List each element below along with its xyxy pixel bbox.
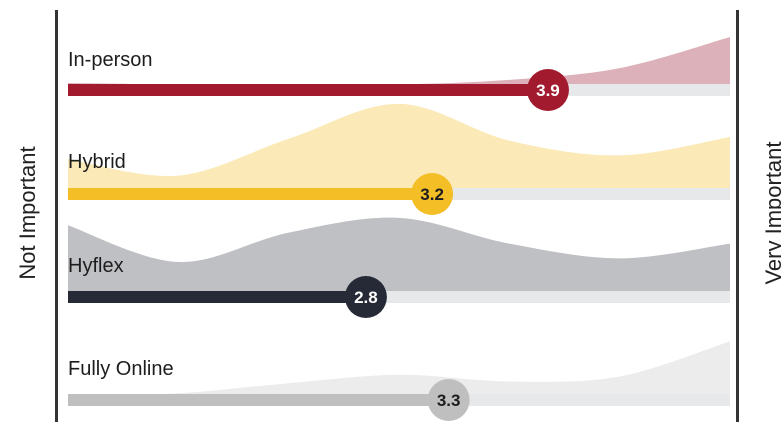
- bar: [68, 291, 366, 303]
- distribution-area: [68, 36, 730, 90]
- category-label: Fully Online: [68, 358, 174, 380]
- row-hyflex: 2.8 Hyflex: [68, 217, 730, 318]
- value-marker: [344, 276, 387, 318]
- left-axis-line: [55, 10, 58, 422]
- bar: [68, 188, 433, 200]
- value-label: 3.9: [536, 81, 560, 100]
- row-hybrid: 3.2 Hybrid: [68, 103, 730, 215]
- distribution-area: [68, 103, 730, 194]
- category-label: Hybrid: [68, 151, 126, 173]
- value-label: 3.2: [420, 185, 444, 204]
- category-label: In-person: [68, 49, 153, 71]
- value-marker: [427, 379, 470, 421]
- value-label: 2.8: [354, 288, 378, 307]
- distribution-area: [68, 217, 730, 297]
- row-in-person: 3.9 In-person: [68, 36, 730, 111]
- row-fully-online: 3.3 Fully Online: [68, 341, 730, 421]
- value-label: 3.3: [437, 391, 461, 410]
- bar: [68, 394, 449, 406]
- distribution-area: [68, 341, 730, 400]
- right-axis-line: [736, 10, 739, 422]
- category-label: Hyflex: [68, 255, 124, 277]
- value-marker: [526, 69, 569, 111]
- value-marker: [411, 173, 454, 215]
- bar: [68, 84, 548, 96]
